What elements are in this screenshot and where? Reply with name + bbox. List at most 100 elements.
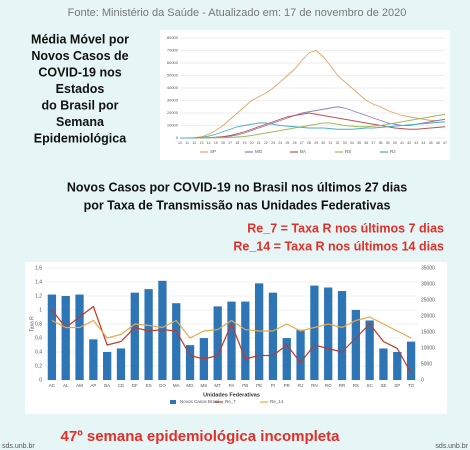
y2-tick-label: 0 [421,377,424,383]
x-tick-label: 33 [343,141,347,145]
x-tick-label: 35 [357,141,361,145]
note: Re_7 = Taxa R nos últimos 7 dias [247,221,444,235]
x-tick-label: AM [76,383,83,388]
bar [116,348,126,380]
left-title: Semana [56,115,105,129]
x-tick-label: MS [200,383,207,388]
left-title: Estados [56,82,105,96]
bar [365,320,374,380]
legend-label: RJ [390,149,396,154]
site: sds.unb.br [435,443,468,450]
note: Re_14 = Taxa R nos últimos 14 dias [233,239,444,253]
x-tick-label: AC [49,383,56,388]
x-tick-label: 28 [307,141,311,145]
x-tick-label: 30 [321,141,325,145]
x-tick-label: AP [90,383,96,388]
y-tick-label: 10000 [167,123,179,128]
bar [103,352,112,380]
x-tick-label: 38 [379,141,383,145]
bar [61,296,70,380]
bar [393,352,402,380]
y-axis-label: Taxa R [29,316,35,332]
x-tick-label: 45 [429,141,433,145]
legend-label: Novos Casos Brasil [180,399,219,404]
bar [89,339,98,380]
x-tick-label: 37 [371,141,375,145]
y2-tick-label: 15000 [421,329,435,335]
y-tick-label: 1,6 [35,265,42,271]
x-tick-label: 15 [214,141,218,145]
x-tick-label: 16 [221,141,225,145]
site: sds.unb.br [2,443,35,450]
bar [172,303,181,380]
y-tick-label: 1 [39,307,42,313]
x-tick-label: 26 [293,141,297,145]
x-tick-label: 17 [228,141,232,145]
x-tick-label: 34 [350,141,354,145]
x-tick-label: CE [118,383,124,388]
y2-tick-label: 35000 [421,265,435,271]
middle-title: Novos Casos por COVID-19 no Brasil nos ú… [67,180,407,194]
x-tick-label: PE [256,383,262,388]
left-title: Epidemiológica [34,131,127,145]
y-tick-label: 0,2 [35,363,42,369]
y-tick-label: 0 [39,377,42,383]
bar [310,285,319,380]
legend-label: RS [345,149,351,154]
x-tick-label: SP [394,383,400,388]
y-tick-label: 0,6 [35,335,42,341]
y-tick-label: 40000 [167,85,179,90]
y-tick-label: 1,4 [35,279,42,285]
x-tick-label: MT [214,383,221,388]
x-tick-label: RJ [298,383,304,388]
x-tick-label: RR [339,383,346,388]
left-title: COVID-19 nos [38,65,121,79]
y-tick-label: 0,8 [35,321,42,327]
y-tick-label: 30000 [167,98,179,103]
series-line [51,316,412,339]
x-tick-label: 11 [185,141,189,145]
x-tick-label: SE [380,383,386,388]
y2-tick-label: 5000 [421,361,432,367]
bar [213,306,222,380]
x-axis-label: Unidades Federativas [203,392,260,398]
bar [47,294,57,380]
legend-swatch [170,400,176,404]
y2-tick-label: 25000 [421,297,435,303]
x-tick-label: 12 [192,141,196,145]
x-tick-label: 10 [178,141,182,145]
bar [185,345,195,380]
bar [282,338,291,380]
series-line [51,305,412,374]
x-tick-label: PR [284,383,291,388]
x-tick-label: 24 [278,141,282,145]
y-tick-label: 20000 [167,110,179,115]
x-tick-label: 13 [200,141,204,145]
bar [324,287,333,380]
y-tick-label: 60000 [167,60,179,65]
top-chart-panel [160,30,450,160]
left-title: Novos Casos de [31,49,128,63]
x-tick-label: 39 [386,141,390,145]
bar [379,348,388,380]
x-tick-label: RS [353,383,359,388]
x-tick-label: 41 [400,141,404,145]
footer: 47º semana epidemiológica incompleta [61,428,341,445]
bar [130,292,139,380]
x-tick-label: 18 [235,141,239,145]
legend-label: SP [210,149,216,154]
series-line [180,49,446,139]
y2-tick-label: 30000 [421,281,435,287]
x-tick-label: 29 [314,141,318,145]
x-tick-label: 36 [364,141,368,145]
x-tick-label: TO [408,383,415,388]
x-tick-label: PA [229,383,235,388]
series-line [180,112,446,139]
x-tick-label: 31 [328,141,332,145]
x-tick-label: 40 [393,141,397,145]
bar [241,301,250,380]
bar [296,329,305,380]
x-tick-label: 25 [285,141,289,145]
x-tick-label: 43 [414,141,418,145]
x-tick-label: PI [271,383,275,388]
